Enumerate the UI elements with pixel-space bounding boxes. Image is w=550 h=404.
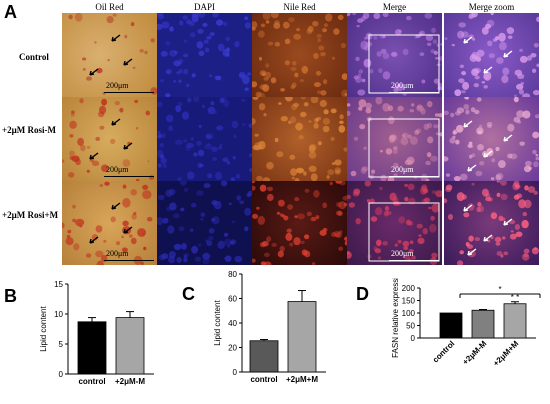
micrograph-0-3: 200μm	[347, 13, 442, 97]
x-tick-label: +2μM+M	[491, 339, 520, 368]
arrow-icon	[463, 120, 473, 128]
arrow-icon	[503, 134, 513, 142]
arrow-icon	[89, 152, 99, 160]
micrograph-0-0: 200μm	[62, 13, 157, 97]
micrograph-2-3: 200μm	[347, 181, 442, 265]
scale-bar	[104, 260, 154, 261]
scale-bar-label: 200μm	[106, 249, 129, 258]
arrow-icon	[89, 68, 99, 76]
micrograph-0-4	[444, 13, 539, 97]
panel-d-label: D	[356, 284, 369, 304]
arrow-icon	[123, 58, 133, 66]
micrograph-0-2	[252, 13, 347, 97]
micrograph-2-0: 200μm	[62, 181, 157, 265]
y-axis-label: Lipid content	[213, 300, 222, 346]
y-tick-label: 5	[59, 340, 64, 349]
y-tick-label: 0	[59, 370, 64, 379]
scale-bar-label: 200μm	[391, 249, 414, 258]
x-tick-label: +2μM-M	[461, 339, 489, 367]
y-tick-label: 0	[233, 368, 238, 377]
chart-b: 0 5 10 15 Lipid content control +2μM-M	[39, 280, 154, 386]
y-tick-label: 200	[402, 284, 416, 293]
y-tick-label: 15	[54, 280, 63, 289]
x-tick-label: control	[78, 377, 105, 386]
chart-c: 0 20 40 60 80 Lipid content control +2μM+M	[213, 270, 326, 384]
panel-a-label: A	[4, 2, 17, 22]
bar-+2μM-M	[115, 317, 145, 375]
y-tick-label: 60	[228, 295, 237, 304]
panel-c-label: C	[182, 284, 195, 304]
arrow-icon	[467, 164, 477, 172]
arrow-icon	[111, 34, 121, 42]
scale-bar-label: 200μm	[106, 165, 129, 174]
scale-bar	[104, 92, 154, 93]
arrow-icon	[467, 248, 477, 256]
bar-+2μM+M	[287, 301, 317, 373]
column-header-4: Merge zoom	[468, 2, 515, 12]
bar-+2μM+M	[503, 303, 527, 339]
y-tick-label: 80	[228, 270, 237, 279]
arrow-icon	[111, 118, 121, 126]
micrograph-1-3: 200μm	[347, 97, 442, 181]
arrow-icon	[463, 204, 473, 212]
micrograph-1-2	[252, 97, 347, 181]
bar-control	[439, 312, 463, 339]
column-header-0: Oil Red	[95, 2, 124, 12]
micrograph-2-2	[252, 181, 347, 265]
x-tick-label: control	[431, 339, 457, 365]
arrow-icon	[503, 50, 513, 58]
arrow-icon	[483, 234, 493, 242]
y-tick-label: 150	[402, 297, 416, 306]
bar-+2μM-M	[471, 309, 495, 339]
zoom-region-box	[368, 202, 440, 262]
column-header-3: Merge	[382, 2, 407, 12]
scale-bar	[389, 260, 439, 261]
micrograph-2-4	[444, 181, 539, 265]
x-tick-label: +2μM+M	[286, 375, 318, 384]
micrograph-1-4	[444, 97, 539, 181]
column-header-2: Nile Red	[283, 2, 316, 12]
scale-bar-label: 200μm	[391, 165, 414, 174]
scale-bar-label: 200μm	[391, 81, 414, 90]
arrow-icon	[483, 66, 493, 74]
arrow-icon	[463, 36, 473, 44]
zoom-region-box	[368, 34, 440, 94]
scale-bar	[389, 176, 439, 177]
panel-b-label: B	[4, 286, 17, 306]
arrow-icon	[123, 226, 133, 234]
y-tick-label: 0	[411, 334, 416, 343]
y-tick-label: 20	[228, 344, 237, 353]
column-header-1: DAPI	[193, 2, 215, 12]
arrow-icon	[483, 150, 493, 158]
y-tick-label: 100	[402, 309, 416, 318]
bar-control	[249, 340, 279, 373]
zoom-region-box	[368, 118, 440, 178]
arrow-icon	[111, 202, 121, 210]
x-tick-label: control	[250, 375, 277, 384]
row-label-2: +2μM Rosi+M	[2, 210, 59, 220]
micrograph-1-1	[157, 97, 252, 181]
scale-bar	[389, 92, 439, 93]
x-tick-label: +2μM-M	[115, 377, 145, 386]
y-tick-label: 40	[228, 319, 237, 328]
row-label-1: +2μM Rosi-M	[2, 125, 56, 135]
y-axis-label: Lipid content	[39, 306, 48, 352]
arrow-icon	[503, 218, 513, 226]
micrograph-1-0: 200μm	[62, 97, 157, 181]
significance-label: * *	[511, 293, 519, 302]
y-tick-label: 10	[54, 310, 63, 319]
bar-control	[77, 321, 107, 375]
arrow-icon	[123, 142, 133, 150]
arrow-icon	[89, 236, 99, 244]
micrograph-0-1	[157, 13, 252, 97]
scale-bar-label: 200μm	[106, 81, 129, 90]
scale-bar	[104, 176, 154, 177]
y-axis-label: FASN relative expression	[391, 278, 400, 358]
row-label-0: Control	[19, 52, 49, 62]
y-tick-label: 50	[406, 322, 415, 331]
significance-label: *	[498, 285, 501, 294]
micrograph-2-1	[157, 181, 252, 265]
